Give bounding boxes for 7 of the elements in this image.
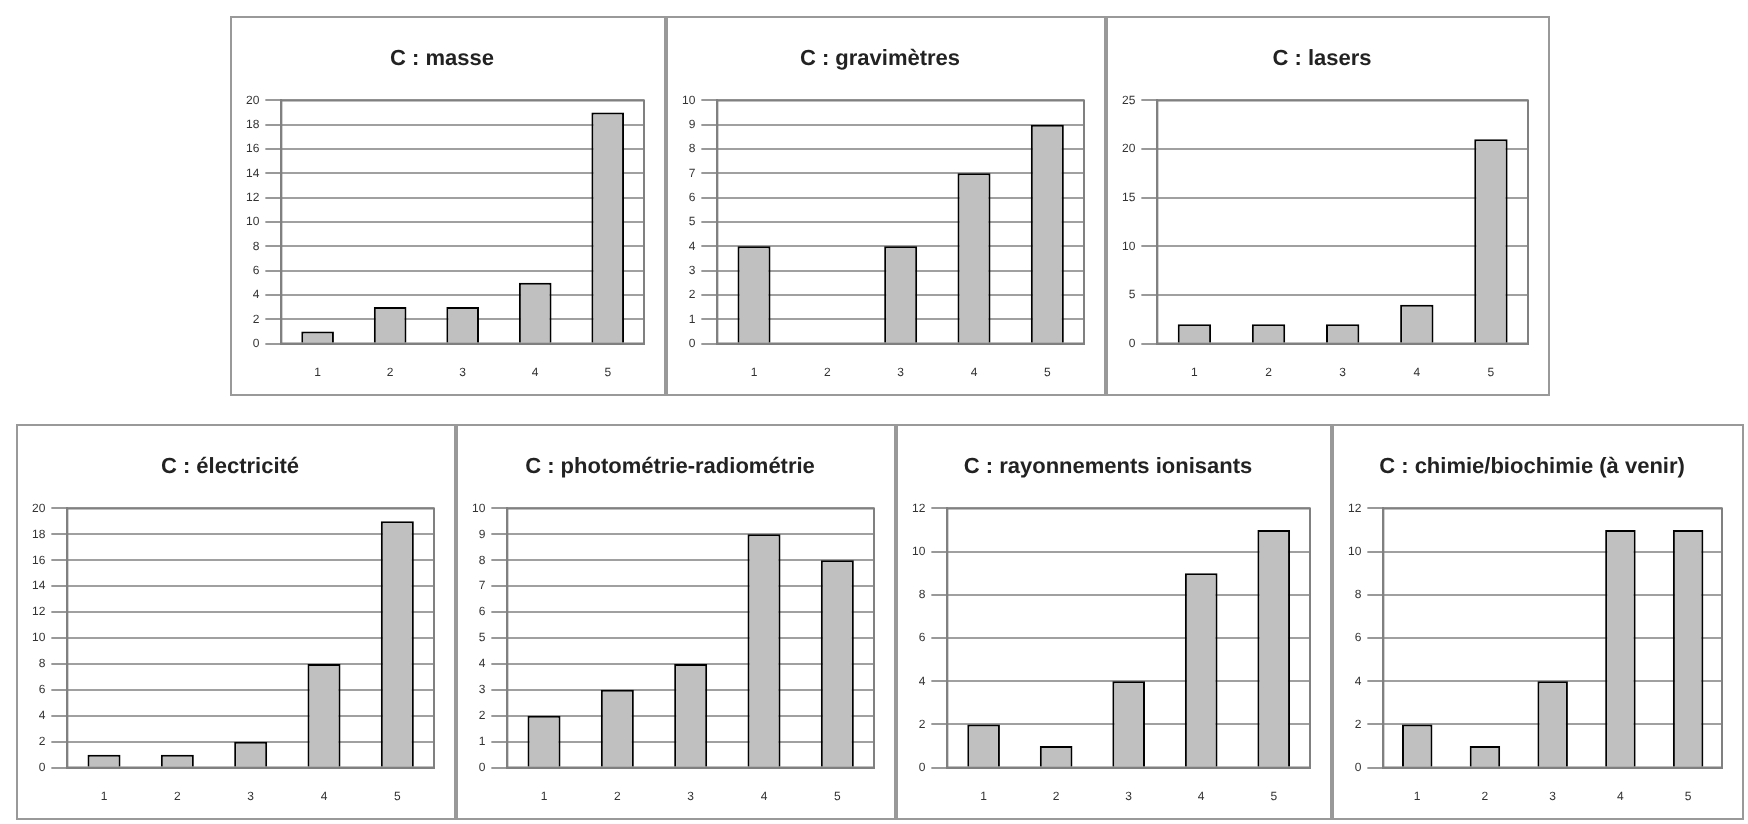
chart-title: C : photométrie-radiométrie (525, 455, 815, 480)
chart-title: C : gravimètres (799, 47, 961, 72)
chart-title: C : masse (390, 47, 494, 72)
chart-title: C : rayonnements ionisants (963, 455, 1253, 480)
chart-title: C : lasers (1272, 47, 1372, 72)
chart-title: C : électricité (160, 455, 300, 480)
chart-title: C : chimie/biochimie (à venir) (1379, 455, 1686, 480)
